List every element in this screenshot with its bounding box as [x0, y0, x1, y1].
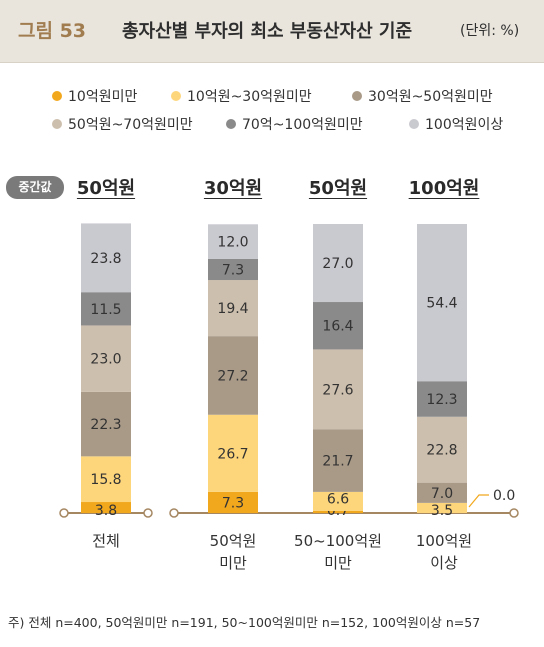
category-label-over-100: 100억원 이상	[415, 532, 473, 572]
data-label: 27.2	[217, 368, 248, 384]
median-value-total: 50억원	[76, 178, 136, 199]
legend-marker-5	[226, 119, 236, 129]
data-label: 26.7	[217, 446, 248, 462]
zero-leader-line	[468, 494, 489, 508]
data-label: 7.0	[431, 486, 453, 502]
legend-entry-4: 50억원~70억원미만	[68, 117, 193, 133]
data-label: 11.5	[90, 302, 121, 318]
bar-segment	[208, 224, 258, 259]
median-value-50-100: 50억원	[308, 178, 368, 199]
bar-segment	[417, 224, 467, 382]
axis-end-dot	[169, 508, 179, 518]
legend-entry-2: 10억원~30억원미만	[187, 89, 312, 105]
axis-end-dot	[59, 508, 69, 518]
data-label: 23.8	[90, 251, 121, 267]
bar-segment	[417, 502, 467, 513]
legend-entry-1: 10억원미만	[68, 89, 138, 105]
bar-segment	[81, 325, 131, 392]
bar-segment	[313, 510, 363, 513]
category-label-50-100: 50~100억원 미만	[294, 532, 382, 572]
legend-marker-6	[409, 119, 419, 129]
median-value-under-50: 30억원	[203, 178, 263, 199]
footnote: 주) 전체 n=400, 50억원미만 n=191, 50~100억원미만 n=…	[8, 615, 481, 630]
data-label: 23.0	[90, 352, 121, 368]
data-label: 27.6	[322, 382, 353, 398]
data-label: 6.6	[327, 491, 349, 507]
legend-marker-1	[52, 91, 62, 101]
legend-entry-3: 30억원~50억원미만	[368, 89, 493, 105]
bar-segment	[208, 280, 258, 337]
data-label: 3.5	[431, 503, 453, 519]
data-label: 16.4	[322, 319, 353, 335]
data-label: 15.8	[90, 472, 121, 488]
data-label: 7.3	[222, 263, 244, 279]
bar-segment	[81, 456, 131, 503]
data-label: 3.8	[95, 503, 117, 519]
data-label: 19.4	[217, 301, 248, 317]
bar-segment	[208, 258, 258, 281]
median-badge: 중간값	[6, 176, 64, 199]
data-label: 22.3	[90, 417, 121, 433]
data-label: 7.3	[222, 495, 244, 511]
axis-end-dot	[143, 508, 153, 518]
bar-segment	[313, 429, 363, 492]
legend-marker-4	[52, 119, 62, 129]
bar-segment	[81, 391, 131, 457]
bar-segment	[81, 223, 131, 293]
bar-segment	[313, 302, 363, 350]
data-label: 21.7	[322, 454, 353, 470]
category-label-under-50: 50억원 미만	[209, 532, 257, 572]
legend-marker-2	[171, 91, 181, 101]
data-label: 12.3	[426, 392, 457, 408]
bar-segment	[313, 224, 363, 303]
legend-entry-5: 70억~100억원미만	[242, 117, 363, 133]
figure-label: 그림 53	[18, 20, 87, 42]
data-label: 22.8	[426, 443, 457, 459]
axis-end-dot	[509, 508, 519, 518]
data-label: 0.0	[493, 488, 515, 504]
bar-segment	[417, 416, 467, 483]
data-label: 54.4	[426, 296, 457, 312]
bar-segment	[208, 414, 258, 492]
bar-segment	[313, 491, 363, 511]
legend-marker-3	[352, 91, 362, 101]
bar-segment	[417, 381, 467, 417]
unit-label: (단위: %)	[460, 23, 520, 39]
title-bar: 그림 53 총자산별 부자의 최소 부동산자산 기준 (단위: %)	[0, 0, 544, 63]
category-label-total: 전체	[92, 532, 120, 550]
chart-title: 총자산별 부자의 최소 부동산자산 기준	[122, 21, 413, 42]
bar-segment	[313, 349, 363, 430]
median-value-over-100: 100억원	[408, 178, 480, 199]
bar-segment	[417, 482, 467, 503]
data-label: 27.0	[322, 256, 353, 272]
data-label: 12.0	[217, 235, 248, 251]
bar-segment	[208, 491, 258, 513]
bar-segment	[81, 292, 131, 326]
legend-entry-6: 100억원이상	[425, 117, 504, 133]
bar-segment	[81, 502, 131, 513]
bar-segment	[208, 336, 258, 415]
